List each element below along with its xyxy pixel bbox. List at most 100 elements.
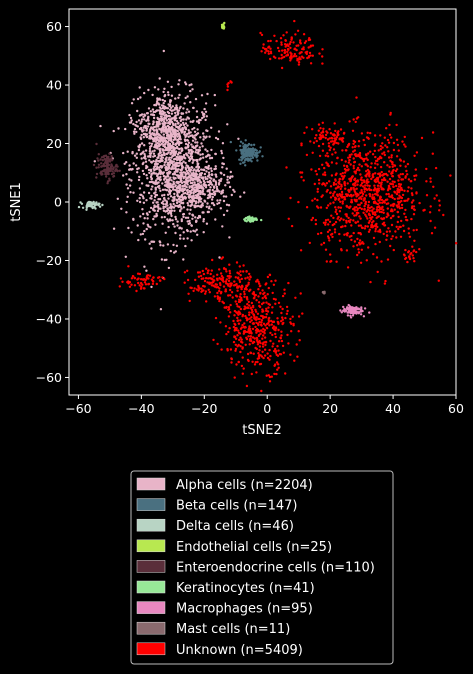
scatter-point [179,234,182,237]
scatter-point [238,280,242,284]
scatter-point [169,212,173,216]
scatter-point [206,175,210,178]
scatter-point [160,128,163,132]
scatter-point [96,157,99,160]
scatter-point [322,135,325,139]
scatter-point [149,145,152,149]
scatter-point [348,159,351,162]
scatter-point [337,206,340,209]
scatter-point [370,217,373,221]
scatter-point [187,110,191,113]
scatter-point [151,282,155,286]
scatter-point [169,249,172,253]
scatter-point [279,337,282,340]
scatter-point [353,188,356,191]
scatter-point [185,180,188,183]
scatter-point [125,200,128,204]
scatter-point [338,219,341,222]
scatter-point [299,292,302,295]
scatter-point [125,173,128,176]
scatter-point [147,184,150,187]
scatter-point [169,176,172,179]
scatter-point [201,269,204,273]
scatter-point [156,165,159,169]
x-tick-label: −40 [128,401,154,416]
scatter-point [300,55,304,58]
scatter-point [130,277,134,280]
scatter-point [182,160,185,163]
scatter-point [92,202,95,206]
scatter-point [150,180,153,184]
scatter-point [169,171,172,174]
scatter-point [160,131,163,134]
y-tick-label: −40 [36,311,62,326]
legend-label: Enteroendocrine cells (n=110) [176,560,375,575]
scatter-point [268,380,272,383]
scatter-point [164,121,167,125]
scatter-point [162,151,165,154]
scatter-point [340,195,344,198]
scatter-point [309,45,312,48]
scatter-point [180,141,183,144]
scatter-point [233,322,236,325]
scatter-point [255,347,258,351]
scatter-point [169,184,172,187]
scatter-point [399,173,402,176]
scatter-point [397,205,401,208]
scatter-point [274,279,277,282]
scatter-point [180,149,183,153]
scatter-point [166,175,169,178]
scatter-point [196,151,199,154]
scatter-point [161,188,165,191]
scatter-point [218,190,221,193]
scatter-point [208,157,212,160]
scatter-point [335,162,338,165]
scatter-point [226,181,229,184]
scatter-point [405,169,408,173]
scatter-point [324,223,327,226]
scatter-point [379,144,382,148]
scatter-point [379,155,382,158]
scatter-point [243,191,246,194]
scatter-point [186,269,189,272]
scatter-point [209,272,212,276]
scatter-point [331,232,334,236]
scatter-point [415,250,418,254]
scatter-point [244,314,247,318]
scatter-point [229,348,233,351]
scatter-point [275,353,278,356]
scatter-point [279,305,282,308]
scatter-point [235,302,238,306]
scatter-point [101,203,104,207]
scatter-point [196,271,200,274]
scatter-point [246,144,249,148]
scatter-point [174,122,177,126]
scatter-point [314,169,317,173]
scatter-point [184,83,188,86]
scatter-point [236,305,239,308]
scatter-point [184,216,188,219]
scatter-point [226,123,229,126]
scatter-point [380,181,383,184]
scatter-point [170,85,173,89]
scatter-point [337,215,340,219]
scatter-point [150,142,154,145]
scatter-point [362,159,365,163]
scatter-point [392,248,395,252]
scatter-point [260,218,263,222]
scatter-point [260,321,263,324]
scatter-point [199,274,203,278]
scatter-point [164,205,167,208]
scatter-point [358,239,362,242]
scatter-point [429,205,432,208]
scatter-point [242,145,245,148]
scatter-point [126,195,129,198]
scatter-point [394,169,398,173]
scatter-point [148,171,151,175]
scatter-point [387,156,391,159]
scatter-point [289,46,292,50]
scatter-point [325,190,328,193]
scatter-point [226,209,229,212]
scatter-point [390,136,393,139]
legend-label: Keratinocytes (n=41) [176,581,315,596]
